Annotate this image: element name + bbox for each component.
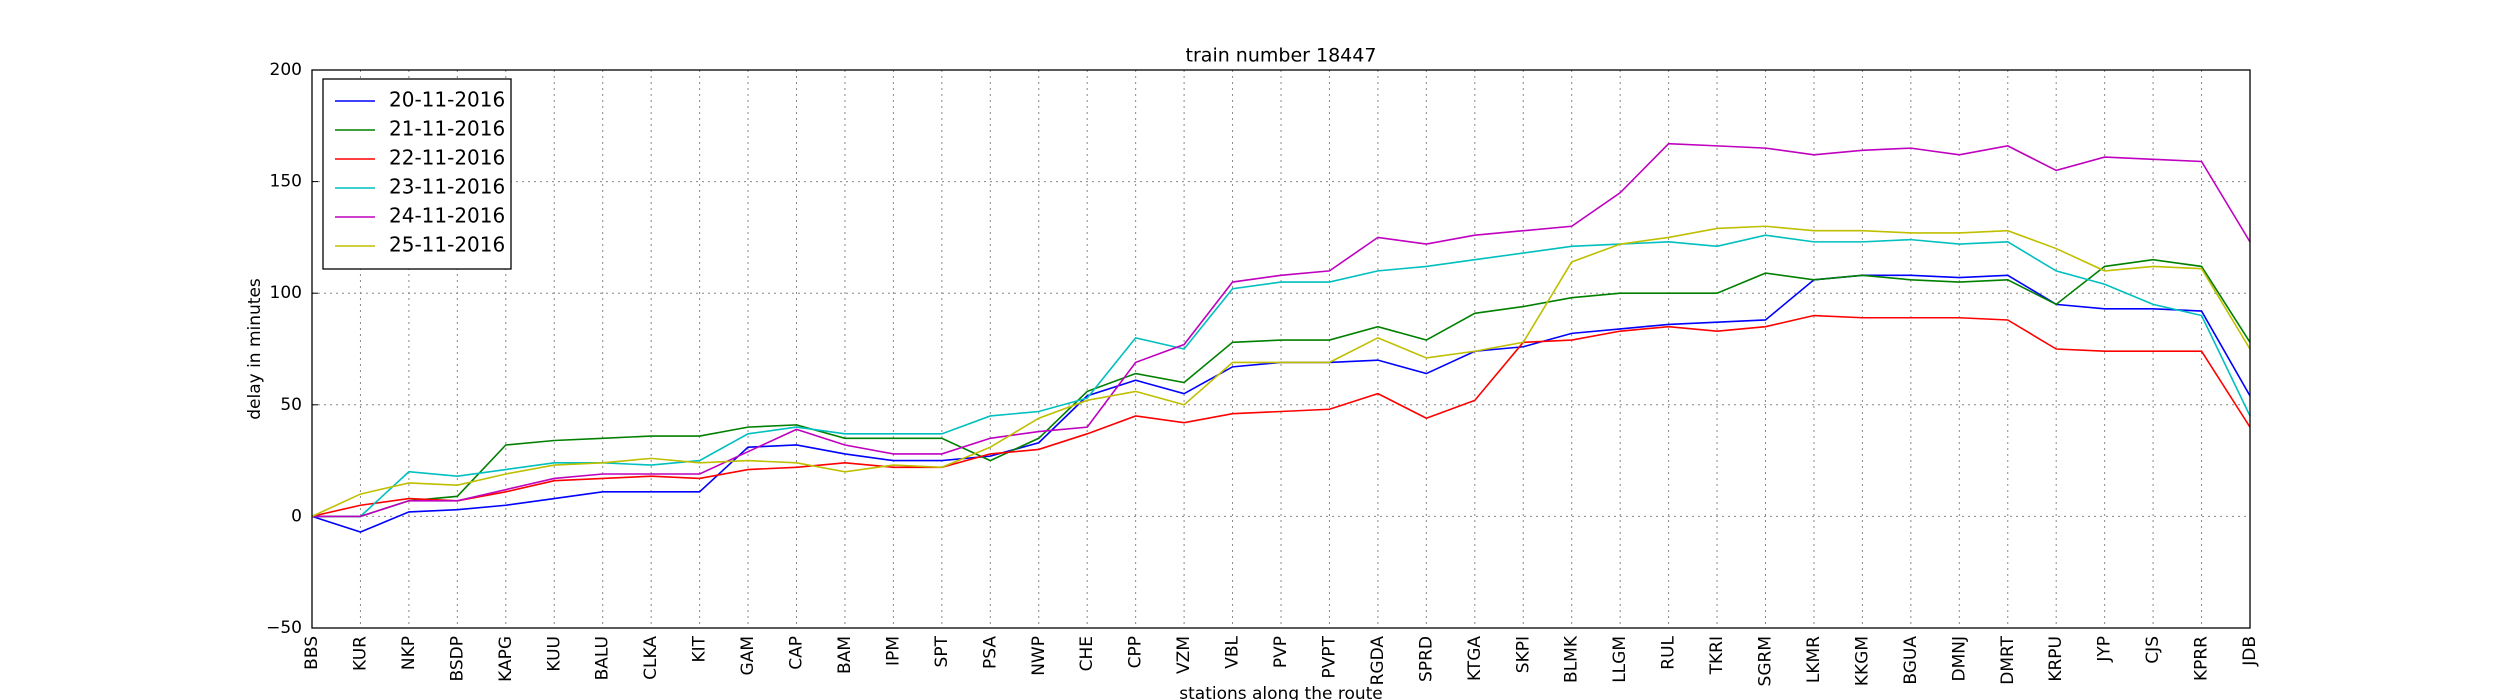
x-tick-label: JYP bbox=[2095, 636, 2115, 663]
x-tick-label: KTGA bbox=[1465, 636, 1485, 681]
series-line bbox=[312, 142, 2251, 518]
y-tick-label: 0 bbox=[291, 506, 302, 526]
x-tick-label: SPRD bbox=[1416, 636, 1436, 682]
x-tick-label: CJS bbox=[2143, 636, 2163, 664]
x-tick-label: PSA bbox=[980, 636, 1000, 669]
y-tick-label: −50 bbox=[266, 618, 302, 638]
legend-box bbox=[322, 78, 512, 270]
y-tick-label: 100 bbox=[270, 283, 302, 303]
x-tick-label: DMRT bbox=[1998, 635, 2018, 684]
x-tick-label: CAP bbox=[787, 636, 807, 670]
series-line bbox=[311, 314, 2251, 518]
legend-label: 22-11-2016 bbox=[389, 146, 505, 170]
x-tick-label: KPRR bbox=[2192, 636, 2212, 681]
x-tick-label: PVP bbox=[1271, 636, 1291, 668]
x-tick-label: IPM bbox=[883, 636, 903, 666]
chart-title: train number 18447 bbox=[1186, 45, 1377, 67]
x-tick-label: DMNJ bbox=[1949, 636, 1969, 682]
x-tick-label: KIT bbox=[690, 635, 710, 662]
series-line bbox=[312, 258, 2251, 518]
x-tick-label: KAPG bbox=[496, 636, 516, 682]
x-tick-label: VBL bbox=[1223, 635, 1243, 668]
legend-label: 21-11-2016 bbox=[389, 117, 505, 141]
x-tick-label: CPP bbox=[1126, 636, 1146, 668]
y-tick-label: 50 bbox=[280, 395, 302, 415]
x-tick-label: BGUA bbox=[1901, 636, 1921, 685]
legend-label: 24-11-2016 bbox=[389, 204, 505, 228]
x-tick-label: NWP bbox=[1029, 636, 1049, 676]
x-tick-label: CHE bbox=[1077, 636, 1097, 671]
x-tick-label: TKRI bbox=[1707, 636, 1727, 675]
x-tick-label: KRPU bbox=[2046, 636, 2066, 682]
x-tick-label: LKMR bbox=[1804, 636, 1824, 683]
x-tick-label: RGDA bbox=[1368, 636, 1388, 686]
legend-label: 20-11-2016 bbox=[389, 88, 505, 112]
y-tick-label: 200 bbox=[270, 60, 302, 80]
x-tick-label: JDB bbox=[2240, 636, 2260, 667]
x-tick-label: SGRM bbox=[1756, 636, 1776, 686]
x-tick-label: KUR bbox=[350, 636, 370, 671]
x-tick-label: GAM bbox=[738, 636, 758, 675]
x-tick-label: BSDP bbox=[447, 636, 467, 682]
legend-label: 23-11-2016 bbox=[389, 175, 505, 199]
x-tick-label: BAM bbox=[835, 636, 855, 674]
x-tick-label: RUL bbox=[1659, 635, 1679, 669]
series-line bbox=[311, 225, 2251, 518]
y-axis-label: delay in minutes bbox=[245, 278, 265, 420]
x-tick-label: BBS bbox=[302, 636, 322, 670]
x-tick-label: BLMK bbox=[1562, 635, 1582, 683]
x-tick-label: VZM bbox=[1174, 636, 1194, 674]
x-tick-label: PVPT bbox=[1319, 635, 1339, 678]
x-tick-label: LLGM bbox=[1610, 636, 1630, 683]
series-line bbox=[312, 234, 2251, 518]
y-tick-label: 150 bbox=[270, 172, 302, 192]
legend-label: 25-11-2016 bbox=[389, 233, 505, 257]
x-tick-label: BALU bbox=[593, 636, 613, 680]
x-tick-label: KKGM bbox=[1852, 636, 1872, 686]
x-tick-label: SPT bbox=[932, 635, 952, 667]
x-axis-label: stations along the route bbox=[1179, 684, 1383, 700]
x-tick-label: NKP bbox=[399, 636, 419, 670]
x-tick-label: KUU bbox=[544, 636, 564, 672]
x-tick-label: CLKA bbox=[641, 636, 661, 680]
plot-frame bbox=[311, 69, 2251, 629]
x-tick-label: SKPI bbox=[1513, 636, 1533, 673]
